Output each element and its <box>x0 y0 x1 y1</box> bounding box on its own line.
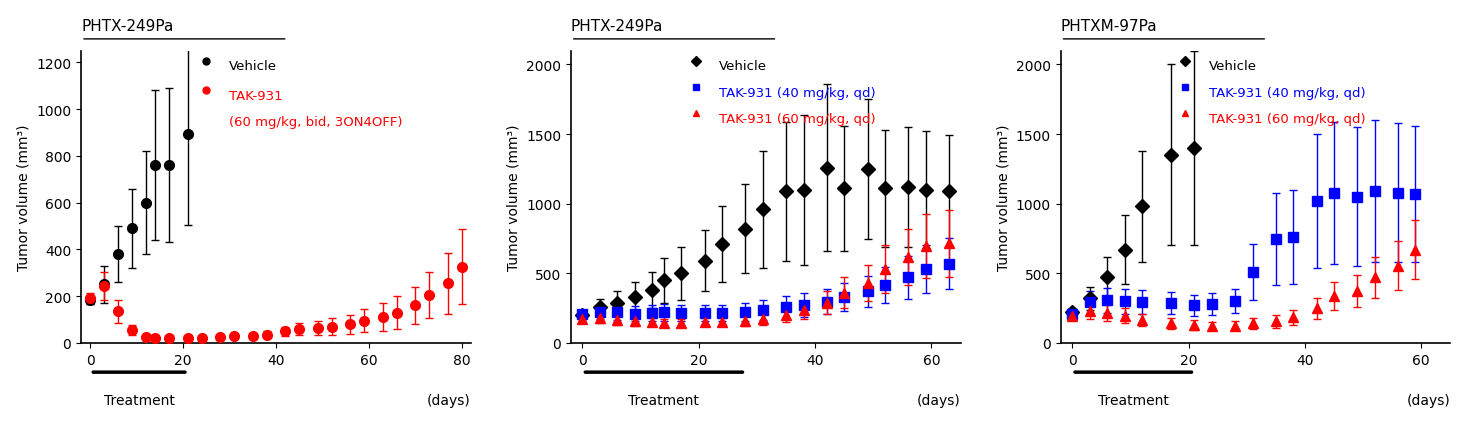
Text: (60 mg/kg, bid, 3ON4OFF): (60 mg/kg, bid, 3ON4OFF) <box>229 116 402 129</box>
Y-axis label: Tumor volume (mm³): Tumor volume (mm³) <box>16 124 31 270</box>
Text: TAK-931: TAK-931 <box>229 89 283 102</box>
Y-axis label: Tumor volume (mm³): Tumor volume (mm³) <box>996 124 1011 270</box>
Text: TAK-931 (40 mg/kg, qd): TAK-931 (40 mg/kg, qd) <box>719 86 876 99</box>
Text: Vehicle: Vehicle <box>1209 60 1257 73</box>
Text: Vehicle: Vehicle <box>229 60 277 73</box>
Text: Treatment: Treatment <box>628 393 700 407</box>
Text: (days): (days) <box>917 393 961 407</box>
Text: Treatment: Treatment <box>104 393 175 407</box>
Text: PHTX-249Pa: PHTX-249Pa <box>81 19 173 34</box>
Text: (days): (days) <box>427 393 471 407</box>
Y-axis label: Tumor volume (mm³): Tumor volume (mm³) <box>506 124 521 270</box>
Text: (days): (days) <box>1407 393 1451 407</box>
Text: PHTX-249Pa: PHTX-249Pa <box>571 19 663 34</box>
Text: TAK-931 (60 mg/kg, qd): TAK-931 (60 mg/kg, qd) <box>719 113 876 126</box>
Text: Treatment: Treatment <box>1097 393 1169 407</box>
Text: TAK-931 (60 mg/kg, qd): TAK-931 (60 mg/kg, qd) <box>1209 113 1366 126</box>
Text: Vehicle: Vehicle <box>719 60 767 73</box>
Text: TAK-931 (40 mg/kg, qd): TAK-931 (40 mg/kg, qd) <box>1209 86 1366 99</box>
Text: PHTXM-97Pa: PHTXM-97Pa <box>1061 19 1157 34</box>
